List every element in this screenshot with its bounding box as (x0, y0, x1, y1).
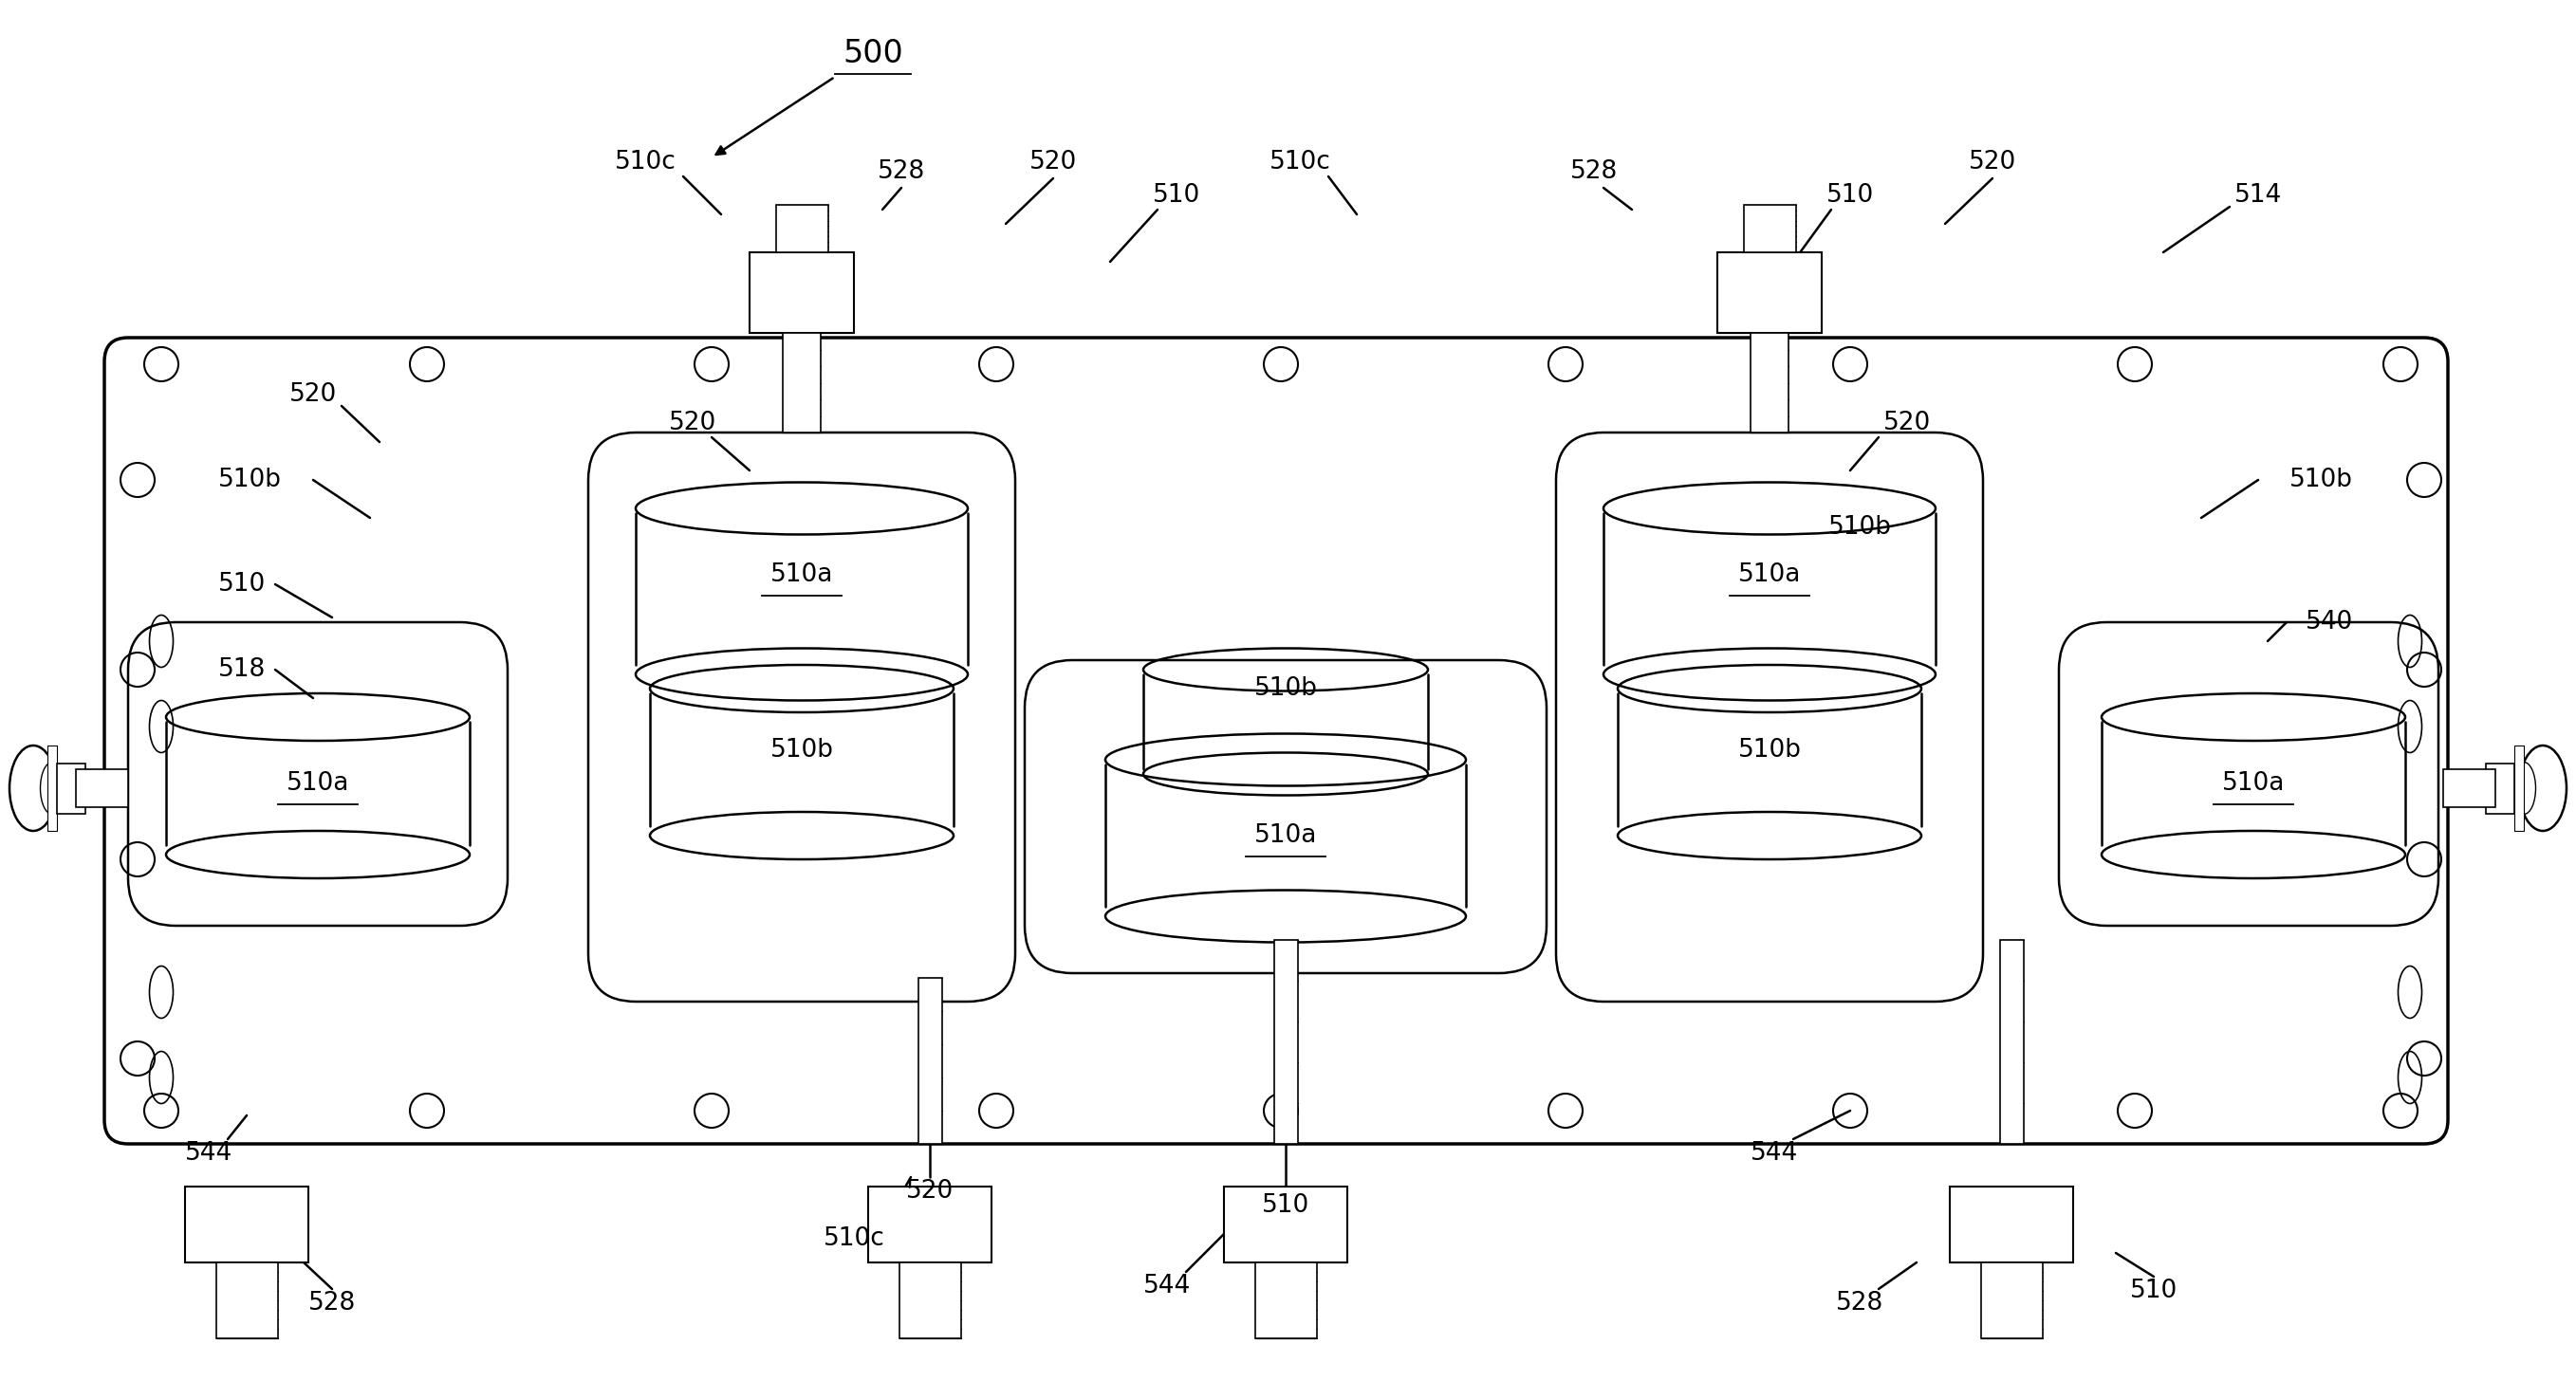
Text: 528: 528 (878, 159, 925, 184)
Text: 510a: 510a (770, 562, 832, 587)
Text: 510b: 510b (1829, 515, 1891, 540)
Text: 528: 528 (1571, 159, 1618, 184)
Text: 510b: 510b (2290, 468, 2352, 492)
Text: 510: 510 (219, 572, 265, 597)
Bar (1950, 1186, 2074, 1262)
Bar (1718, 253, 1821, 333)
Bar (750, 253, 853, 333)
Text: 544: 544 (1144, 1273, 1190, 1298)
Text: 510c: 510c (1270, 151, 1332, 174)
Text: 510a: 510a (286, 771, 350, 795)
Text: 510: 510 (1262, 1193, 1309, 1218)
Bar (46, 746, 57, 831)
Text: 520: 520 (1030, 151, 1077, 174)
Bar (775, 204, 827, 253)
Text: 520: 520 (289, 383, 337, 407)
Bar (2514, 746, 2524, 831)
Text: 510: 510 (1826, 184, 1873, 207)
Bar (1224, 1186, 1347, 1262)
Text: 520: 520 (670, 410, 716, 435)
Bar (1981, 1262, 2043, 1338)
Text: 520: 520 (907, 1179, 953, 1204)
Text: 510a: 510a (1255, 823, 1316, 848)
Bar (2486, 764, 2514, 813)
Text: 510a: 510a (2223, 771, 2285, 795)
Bar (1744, 204, 1795, 253)
Bar (1273, 940, 1298, 1143)
Text: 510b: 510b (1255, 677, 1316, 702)
Bar (868, 1186, 992, 1262)
Text: 510c: 510c (616, 151, 675, 174)
Bar (185, 1186, 309, 1262)
Text: 510a: 510a (1739, 562, 1801, 587)
Text: 528: 528 (309, 1291, 355, 1316)
Text: 540: 540 (2306, 610, 2352, 634)
Text: 510b: 510b (1739, 737, 1801, 762)
Text: 510b: 510b (219, 468, 281, 492)
Text: 518: 518 (219, 657, 265, 682)
Bar (75, 769, 129, 807)
FancyBboxPatch shape (1025, 660, 1546, 974)
Bar (1752, 333, 1788, 432)
Bar (2442, 769, 2496, 807)
Bar (917, 978, 943, 1143)
FancyBboxPatch shape (587, 432, 1015, 1001)
FancyBboxPatch shape (2058, 623, 2439, 925)
Text: 544: 544 (185, 1141, 232, 1166)
Text: 510: 510 (2130, 1279, 2177, 1304)
Text: 514: 514 (2233, 184, 2282, 207)
Bar (1999, 940, 2022, 1143)
Text: 510b: 510b (770, 737, 835, 762)
Text: 500: 500 (842, 37, 904, 69)
FancyBboxPatch shape (129, 623, 507, 925)
FancyBboxPatch shape (1556, 432, 1984, 1001)
Bar (57, 764, 85, 813)
Text: 520: 520 (1883, 410, 1932, 435)
Bar (216, 1262, 278, 1338)
Bar (783, 333, 822, 432)
Text: 520: 520 (1968, 151, 2017, 174)
Bar (1255, 1262, 1316, 1338)
Text: 510c: 510c (824, 1226, 884, 1251)
FancyBboxPatch shape (106, 338, 2447, 1143)
Text: 544: 544 (1752, 1141, 1798, 1166)
Bar (899, 1262, 961, 1338)
Text: 510: 510 (1151, 184, 1200, 207)
Text: 528: 528 (1837, 1291, 1883, 1316)
